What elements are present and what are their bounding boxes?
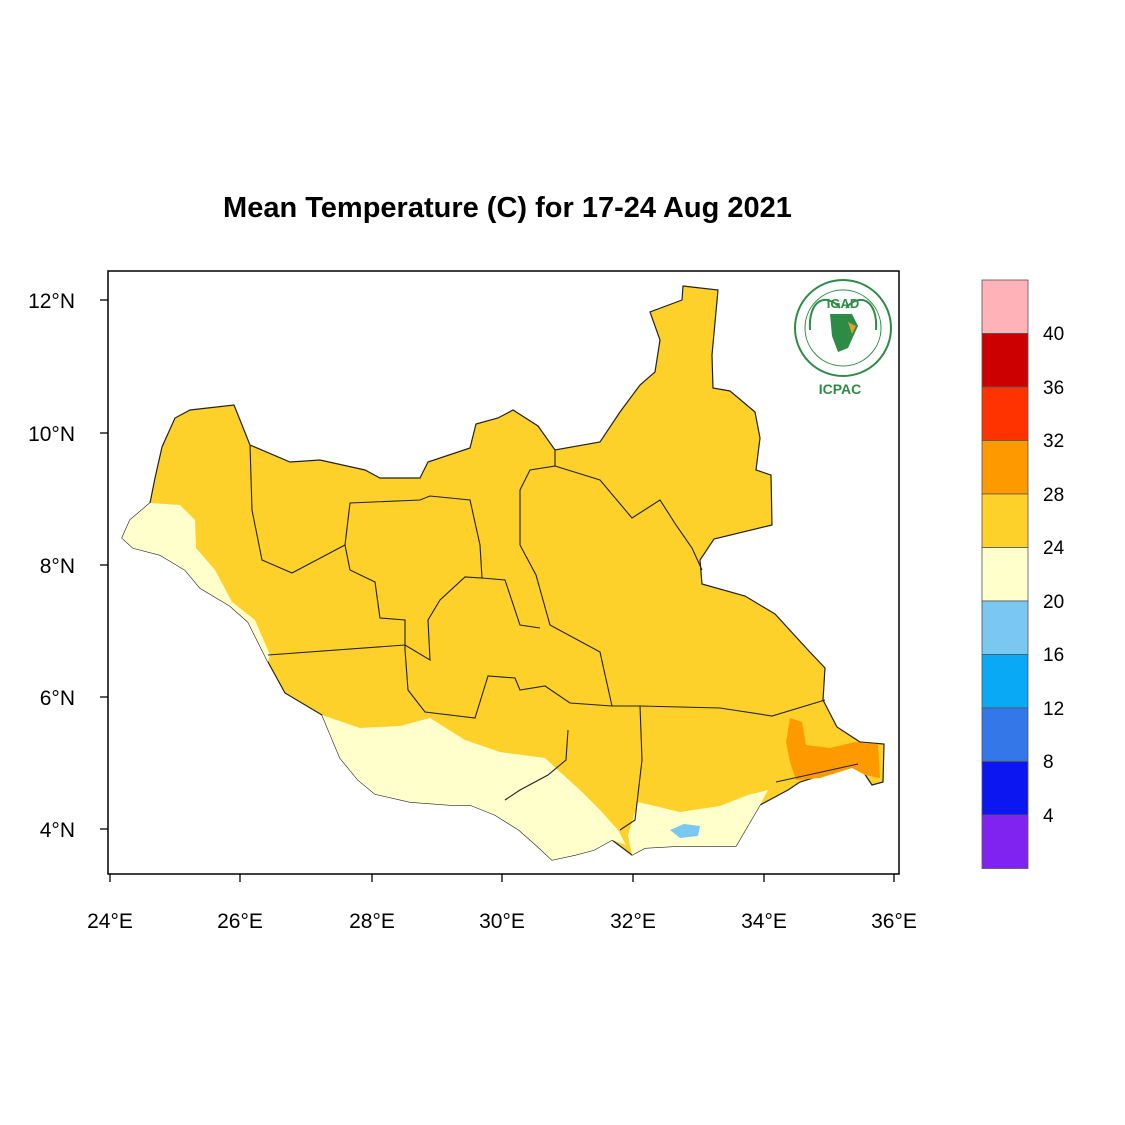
- colorbar-label: 12: [1043, 699, 1064, 720]
- colorbar-label: 4: [1043, 806, 1054, 827]
- colorbar-label: 28: [1043, 485, 1064, 506]
- colorbar-labels: 40 36 32 28 24 20 16 12 8 4: [1043, 324, 1065, 827]
- colorbar-label: 24: [1043, 538, 1065, 559]
- colorbar-swatch: [981, 279, 1029, 334]
- x-tick-labels: 24°E 26°E 28°E 30°E 32°E 34°E 36°E: [87, 910, 917, 933]
- x-tick-label: 28°E: [349, 910, 395, 933]
- x-tick-label: 34°E: [741, 910, 787, 933]
- colorbar-swatch: [981, 654, 1029, 709]
- map-panel: [107, 270, 900, 875]
- colorbar-label: 36: [1043, 378, 1064, 399]
- colorbar-swatch: [981, 707, 1029, 762]
- colorbar-label: 8: [1043, 752, 1054, 773]
- y-tick-label: 8°N: [40, 555, 75, 578]
- y-axis: [100, 299, 108, 830]
- colorbar-label: 40: [1043, 324, 1064, 345]
- colorbar-swatch: [981, 493, 1029, 548]
- colorbar-swatch: [981, 761, 1029, 816]
- igad-icpac-logo: IGAD ICPAC: [794, 279, 892, 397]
- colorbar-swatch: [981, 600, 1029, 655]
- cold-spot: [670, 824, 700, 838]
- colorbar-label: 32: [1043, 431, 1064, 452]
- colorbar-label: 16: [1043, 645, 1064, 666]
- y-tick-label: 10°N: [28, 423, 75, 446]
- cool-zone-west: [122, 503, 270, 662]
- x-tick-label: 36°E: [871, 910, 917, 933]
- state-boundaries: [249, 444, 859, 831]
- map-title: Mean Temperature (C) for 17-24 Aug 2021: [223, 192, 792, 224]
- cool-zone-southeast: [628, 790, 768, 855]
- colorbar-swatch: [981, 440, 1029, 495]
- y-tick-label: 4°N: [40, 819, 75, 842]
- colorbar-swatch: [981, 333, 1029, 388]
- y-tick-labels: 12°N 10°N 8°N 6°N 4°N: [28, 290, 75, 842]
- colorbar-swatch: [981, 386, 1029, 441]
- logo-label: ICPAC: [819, 381, 862, 397]
- colorbar-label: 20: [1043, 592, 1064, 613]
- colorbar-swatch: [981, 547, 1029, 602]
- y-tick-label: 12°N: [28, 290, 75, 313]
- x-tick-label: 30°E: [479, 910, 525, 933]
- x-tick-label: 26°E: [217, 910, 263, 933]
- colorbar-swatch: [981, 814, 1029, 869]
- y-tick-label: 6°N: [40, 687, 75, 710]
- x-axis: [109, 874, 895, 882]
- logo-text: IGAD: [827, 296, 860, 311]
- x-tick-label: 32°E: [610, 910, 656, 933]
- x-tick-label: 24°E: [87, 910, 133, 933]
- cool-zone-south: [322, 715, 626, 860]
- colorbar: [981, 279, 1029, 869]
